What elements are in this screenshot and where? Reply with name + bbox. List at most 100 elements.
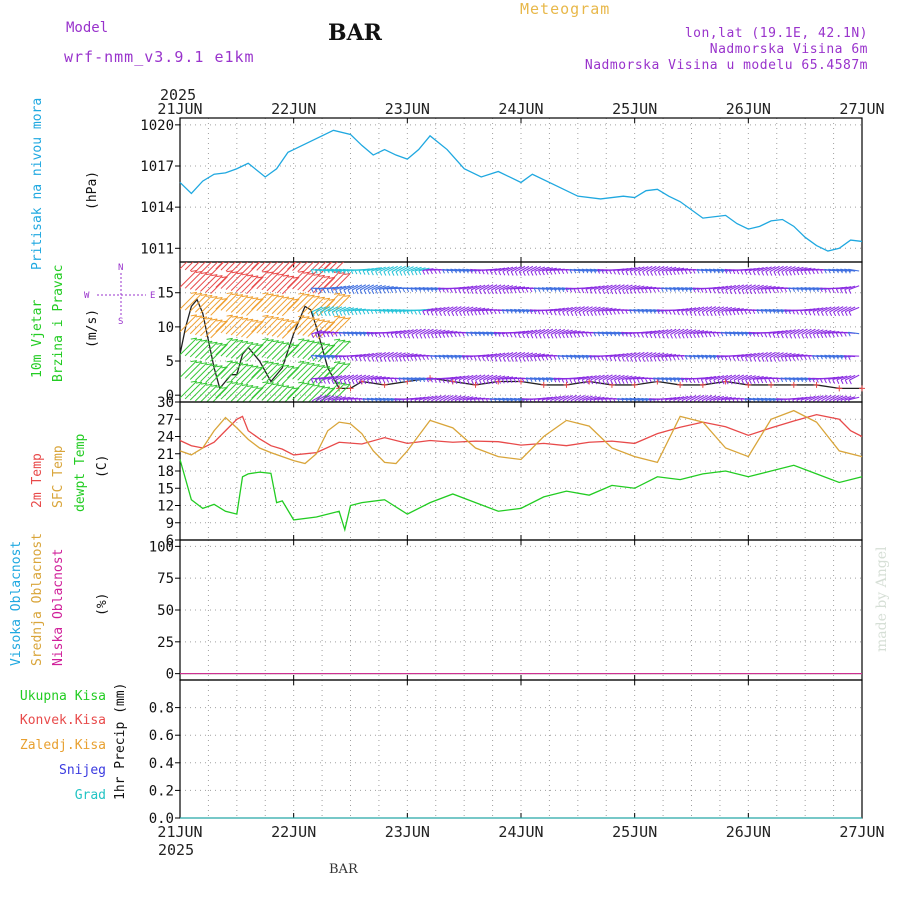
wind-barb-tick [362,270,366,275]
wind-barb [796,396,808,401]
wind-barb-tick [630,357,634,362]
wind-barb-tick [792,356,796,361]
wind-barb [590,306,601,313]
wind-barb [367,284,379,291]
cloud-label-high: Visoka Oblacnost [9,541,24,666]
wind-barb-tick [844,399,847,402]
wind-barb-tick [804,377,807,383]
wind-barb-tick [323,379,326,384]
wind-barb-tick [382,309,386,314]
wind-barb [610,284,621,291]
wind-barb [241,343,259,361]
wind-barb-tick [513,288,517,294]
wind-barb-tick [685,400,688,402]
wind-barb [403,266,414,272]
wind-barb-tick [506,357,510,362]
wind-barb-tick [566,311,570,316]
wind-barb-tick [200,272,208,275]
wind-barb [618,375,629,381]
wind-barb-tick [807,355,811,360]
wind-barb-tick [557,287,561,292]
wind-barb [281,262,297,276]
wind-barb [725,284,737,291]
wind-barb [745,352,756,358]
wind-barb-tick [832,400,835,402]
wind-barb-tick [633,271,637,276]
wind-barb-tick [569,354,573,360]
wind-gust-cross [381,381,388,388]
wind-barb [546,396,557,401]
precip-legend-total: Ukupna Kisa [20,689,106,704]
wind-barb [371,284,382,291]
wind-barb-tick [333,292,341,295]
wind-barb-tick [732,269,736,275]
wind-barb-tick [577,288,581,293]
wind-barb [230,262,243,273]
wind-barb [765,351,776,359]
wind-barb [359,284,371,291]
wind-barb-tick [303,254,309,255]
wind-barb [645,330,657,335]
wind-barb-tick [784,356,788,362]
wind-barb [470,284,482,291]
wind-barb [713,286,725,290]
wind-barb-tick [394,377,398,383]
wind-barb-tick [418,355,421,361]
wind-barb-tick [287,275,295,278]
wind-barb-tick [728,356,732,361]
wind-barb [626,352,637,359]
wind-barb-tick [490,289,494,295]
wind-barb-tick [287,297,295,300]
wind-barb [678,328,689,335]
wind-barb-tick [278,256,284,257]
wind-barb-tick [267,315,274,318]
wind-barb [812,307,824,312]
wind-barb-tick [728,269,732,274]
wind-barb-tick [394,333,398,339]
wind-barb-tick [609,331,613,337]
wind-barb [788,353,800,358]
y-tick-label: 15 [157,286,174,302]
wind-barb-tick [414,270,418,276]
wind-barb-tick [780,398,783,402]
wind-barb [653,329,665,335]
wind-barb [451,306,462,313]
wind-barb-tick [629,309,632,314]
wind-barb-tick [606,379,610,385]
wind-barb-tick [589,399,592,402]
wind-barb-tick [538,334,542,339]
wind-barb-tick [498,289,502,295]
wind-barb [438,330,450,335]
wind-barb-tick [578,311,582,317]
wind-barb-tick [582,400,584,402]
wind-barb-tick [769,271,773,276]
wind-barb-tick [721,379,725,385]
wind-barb [251,270,269,289]
wind-barb-tick [745,289,749,295]
wind-barb [677,308,689,312]
model-name: wrf-nmm_v3.9.1 e1km [64,48,255,66]
wind-barb-tick [318,364,325,367]
wind-barb [622,284,633,291]
wind-barb-tick [613,331,617,337]
wind-barb-tick [517,288,521,294]
wind-barb-tick [366,332,370,337]
wind-barb-tick [310,355,314,360]
wind-barb-tick [324,258,330,259]
wind-barb [302,273,320,292]
wind-barb-tick [426,377,429,383]
wind-barb [406,353,418,358]
wind-barb [355,374,367,381]
wind-barb [241,365,259,384]
wind-barb-tick [387,357,391,362]
wind-barb-tick [359,379,363,385]
wind-barb-tick [314,288,318,293]
wind-barb-tick [211,384,218,387]
wind-barb-tick [526,271,530,276]
wind-barb [825,394,836,402]
wind-barb-tick [645,357,649,362]
wind-barb [713,395,725,401]
wind-barb [721,374,733,381]
wind-barb-tick [585,379,589,385]
precip-unit: 1hr Precip (mm) [113,683,128,800]
